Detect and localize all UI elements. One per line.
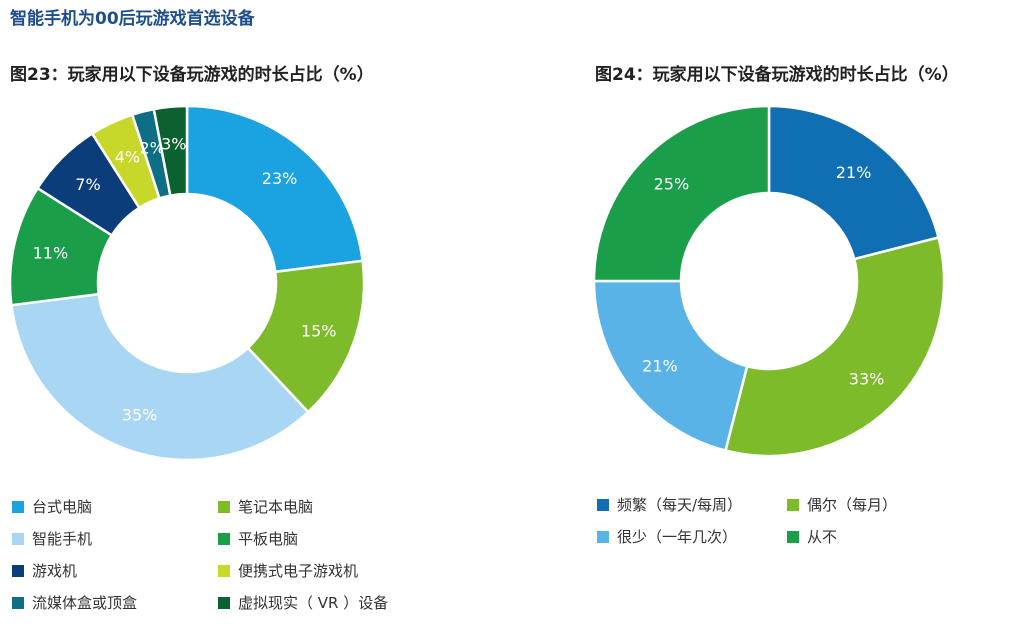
chart-2-slice-1 <box>723 235 946 458</box>
chart-1-legend-swatch-4 <box>12 564 24 577</box>
chart-1-slice-1 <box>246 259 366 414</box>
chart-2-slice-label-0: 21% <box>836 163 872 182</box>
chart-1-legend-swatch-5 <box>218 564 230 577</box>
chart-2-slice-0 <box>767 104 941 261</box>
chart-2-legend: 频繁（每天/每周） 偶尔（每月） 很少（一年几次） 从不 <box>597 494 1017 554</box>
chart-1-slice-label-5: 4% <box>115 147 140 166</box>
chart-1-legend-item-5: 便携式电子游戏机 <box>218 560 358 581</box>
chart-1-legend-item-3: 平板电脑 <box>218 528 298 549</box>
chart-1-slice-label-6: 2% <box>139 138 164 157</box>
chart-1-slice-label-1: 15% <box>301 321 337 340</box>
chart-1-title: 图23：玩家用以下设备玩游戏的时长占比（%） <box>10 65 374 85</box>
chart-1-legend-swatch-0 <box>12 500 24 513</box>
chart-2-donut: 21% 33% 21% 25% <box>592 104 946 458</box>
chart-1-legend-swatch-2 <box>12 532 24 545</box>
chart-2-legend-item-3: 从不 <box>787 526 837 547</box>
chart-1-legend-label-0: 台式电脑 <box>32 498 93 516</box>
chart-2-legend-label-0: 频繁（每天/每周） <box>617 496 743 514</box>
page-title: 智能手机为00后玩游戏首选设备 <box>10 9 255 29</box>
chart-2-slice-label-2: 21% <box>642 357 678 376</box>
chart-2-legend-swatch-2 <box>597 530 609 543</box>
chart-2-legend-label-2: 很少（一年几次） <box>617 528 738 546</box>
chart-1-legend-label-2: 智能手机 <box>32 530 93 548</box>
chart-1-slice-label-7: 3% <box>161 135 186 154</box>
chart-2-legend-swatch-3 <box>787 530 799 543</box>
chart-1-legend-swatch-3 <box>218 532 230 545</box>
chart-2-slice-2 <box>592 279 749 453</box>
chart-2-slice-label-1: 33% <box>849 370 885 389</box>
chart-2-legend-item-2: 很少（一年几次） <box>597 526 737 547</box>
chart-1-slice-label-0: 23% <box>262 169 298 188</box>
chart-1-slice-0 <box>185 104 365 274</box>
chart-1-legend-label-7: 虚拟现实（ VR ）设备 <box>238 594 389 612</box>
chart-1-legend-item-4: 游戏机 <box>12 560 77 581</box>
chart-2-legend-item-0: 频繁（每天/每周） <box>597 494 742 515</box>
chart-1-slice-label-2: 35% <box>122 406 158 425</box>
chart-2-slice-3 <box>592 104 771 283</box>
chart-1-legend-item-2: 智能手机 <box>12 528 92 549</box>
chart-2-legend-swatch-1 <box>787 498 799 511</box>
chart-2-legend-label-1: 偶尔（每月） <box>807 496 898 514</box>
chart-1-legend-item-1: 笔记本电脑 <box>218 496 313 517</box>
chart-2-legend-item-1: 偶尔（每月） <box>787 494 897 515</box>
chart-1-legend-swatch-6 <box>12 596 24 609</box>
chart-1-legend-label-5: 便携式电子游戏机 <box>238 562 359 580</box>
chart-1-legend-label-4: 游戏机 <box>32 562 78 580</box>
chart-2-title: 图24：玩家用以下设备玩游戏的时长占比（%） <box>595 65 959 85</box>
chart-2-legend-swatch-0 <box>597 498 609 511</box>
chart-1-legend-label-6: 流媒体盒或顶盒 <box>32 594 138 612</box>
chart-2-slice-label-3: 25% <box>654 174 690 193</box>
chart-1-legend: 台式电脑 笔记本电脑智能手机 平板电脑游戏机 便携式电子游戏机流媒体盒或顶盒 虚拟现实（… <box>12 496 432 624</box>
chart-1-slice-2 <box>9 292 310 462</box>
chart-1-slice-7 <box>152 104 189 198</box>
chart-1-legend-swatch-1 <box>218 500 230 513</box>
chart-1-legend-item-7: 虚拟现实（ VR ）设备 <box>218 592 388 613</box>
chart-1-legend-swatch-7 <box>218 596 230 609</box>
chart-2-legend-label-3: 从不 <box>807 528 838 546</box>
chart-1-slice-label-4: 7% <box>75 175 100 194</box>
chart-1-legend-item-0: 台式电脑 <box>12 496 92 517</box>
chart-1-slice-label-3: 11% <box>33 243 69 262</box>
chart-1-legend-label-1: 笔记本电脑 <box>238 498 314 516</box>
chart-1-legend-item-6: 流媒体盒或顶盒 <box>12 592 137 613</box>
chart-1-donut: 23% 15% 35% 11% 7% 4% 2%3% <box>8 104 366 462</box>
chart-1-legend-label-3: 平板电脑 <box>238 530 299 548</box>
